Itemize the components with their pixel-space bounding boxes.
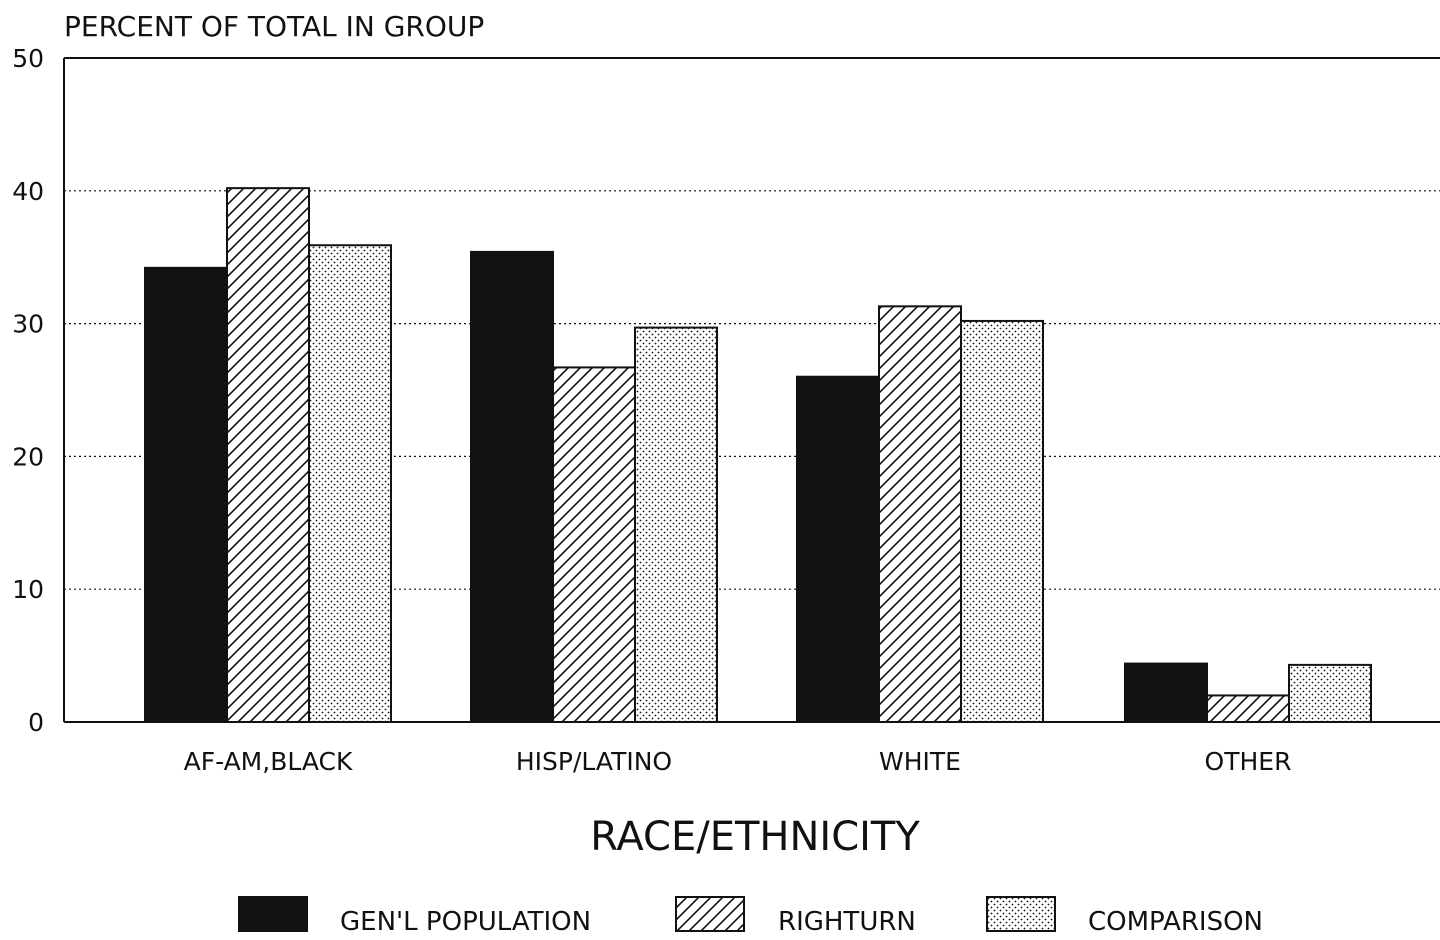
bar [144, 266, 228, 723]
bar [634, 326, 718, 723]
bar [226, 187, 310, 724]
legend-label: RIGHTURN [778, 907, 916, 936]
legend-label: COMPARISON [1088, 907, 1263, 936]
bar [470, 250, 554, 723]
y-tick-labels: 0 10 20 30 40 50 [12, 44, 44, 737]
bar [1124, 662, 1208, 723]
x-category-label: AF-AM,BLACK [184, 747, 353, 776]
y-tick-label: 40 [12, 177, 44, 206]
legend-swatch [238, 896, 308, 932]
legend: GEN'L POPULATION RIGHTURN COMPARISON [238, 896, 1263, 937]
bar [1206, 694, 1290, 724]
y-tick-label: 50 [12, 44, 44, 73]
bar [1288, 663, 1372, 723]
bars [144, 187, 1372, 724]
legend-swatch [986, 896, 1056, 932]
bar [878, 305, 962, 723]
x-category-label: HISP/LATINO [516, 747, 672, 776]
y-tick-label: 0 [28, 708, 44, 737]
y-tick-label: 30 [12, 310, 44, 339]
legend-label: GEN'L POPULATION [340, 907, 591, 936]
bar [552, 366, 636, 723]
y-axis-title: PERCENT OF TOTAL IN GROUP [64, 10, 484, 43]
legend-swatch [675, 896, 745, 932]
bar [960, 319, 1044, 723]
x-category-label: OTHER [1205, 747, 1292, 776]
bar [308, 244, 392, 724]
bar [796, 375, 880, 723]
category-labels: AF-AM,BLACK HISP/LATINO WHITE OTHER [184, 747, 1292, 776]
x-axis-title: RACE/ETHNICITY [590, 814, 920, 860]
gridlines [64, 190, 1440, 590]
x-category-label: WHITE [879, 747, 961, 776]
y-tick-label: 20 [12, 442, 44, 471]
y-tick-label: 10 [12, 575, 44, 604]
